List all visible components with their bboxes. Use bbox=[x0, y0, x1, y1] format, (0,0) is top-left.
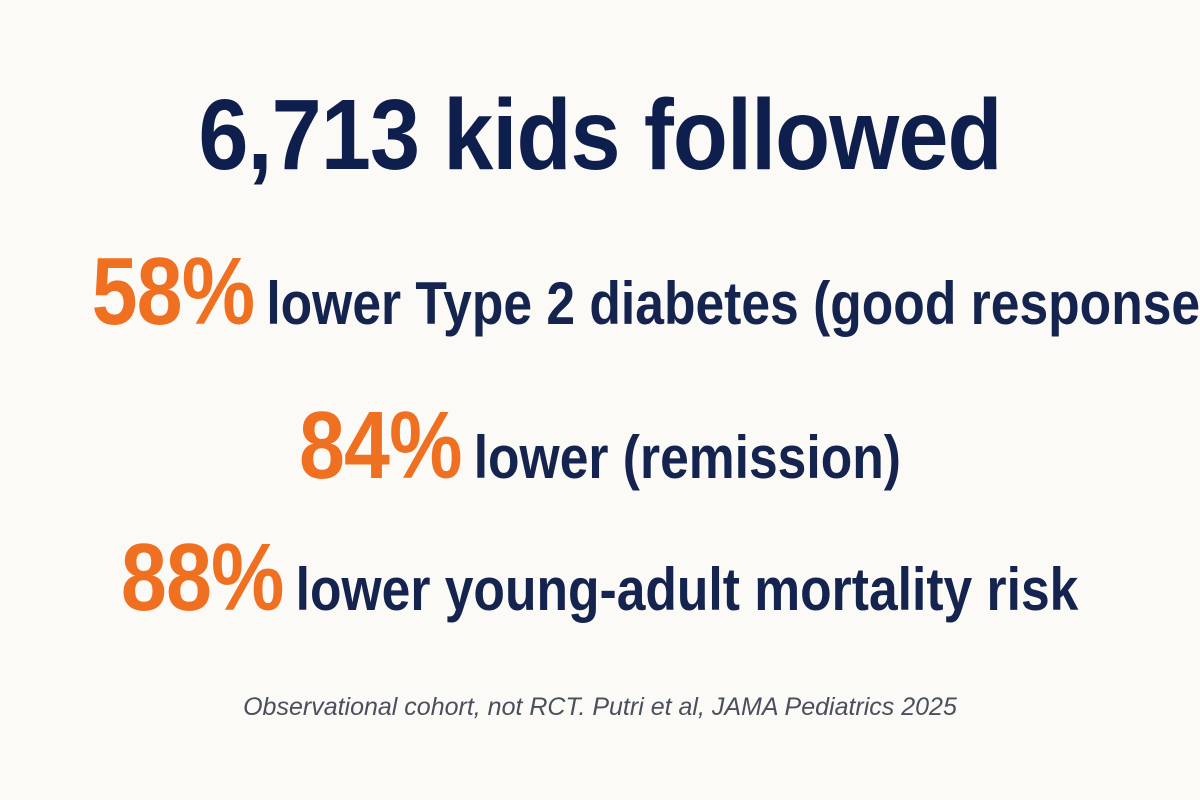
stat-percent: 58% bbox=[91, 238, 256, 345]
headline: 6,713 kids followed bbox=[198, 79, 1002, 191]
stat-description: lower Type 2 diabetes (good response) bbox=[266, 270, 1200, 337]
source-footnote: Observational cohort, not RCT. Putri et … bbox=[243, 693, 957, 721]
stat-description: lower (remission) bbox=[473, 424, 901, 491]
stat-row-diabetes-good-response: 58% lower Type 2 diabetes (good response) bbox=[0, 242, 1200, 354]
stat-row-content: 88% lower young-adult mortality risk bbox=[121, 528, 1078, 640]
stat-row-content: 84% lower (remission) bbox=[299, 396, 901, 508]
stat-percent: 84% bbox=[299, 392, 463, 499]
stat-percent: 88% bbox=[121, 524, 285, 631]
stat-row-mortality: 88% lower young-adult mortality risk bbox=[0, 528, 1200, 640]
stat-row-content: 58% lower Type 2 diabetes (good response) bbox=[92, 242, 1200, 354]
stat-row-remission: 84% lower (remission) bbox=[0, 396, 1200, 508]
stat-description: lower young-adult mortality risk bbox=[295, 556, 1079, 623]
